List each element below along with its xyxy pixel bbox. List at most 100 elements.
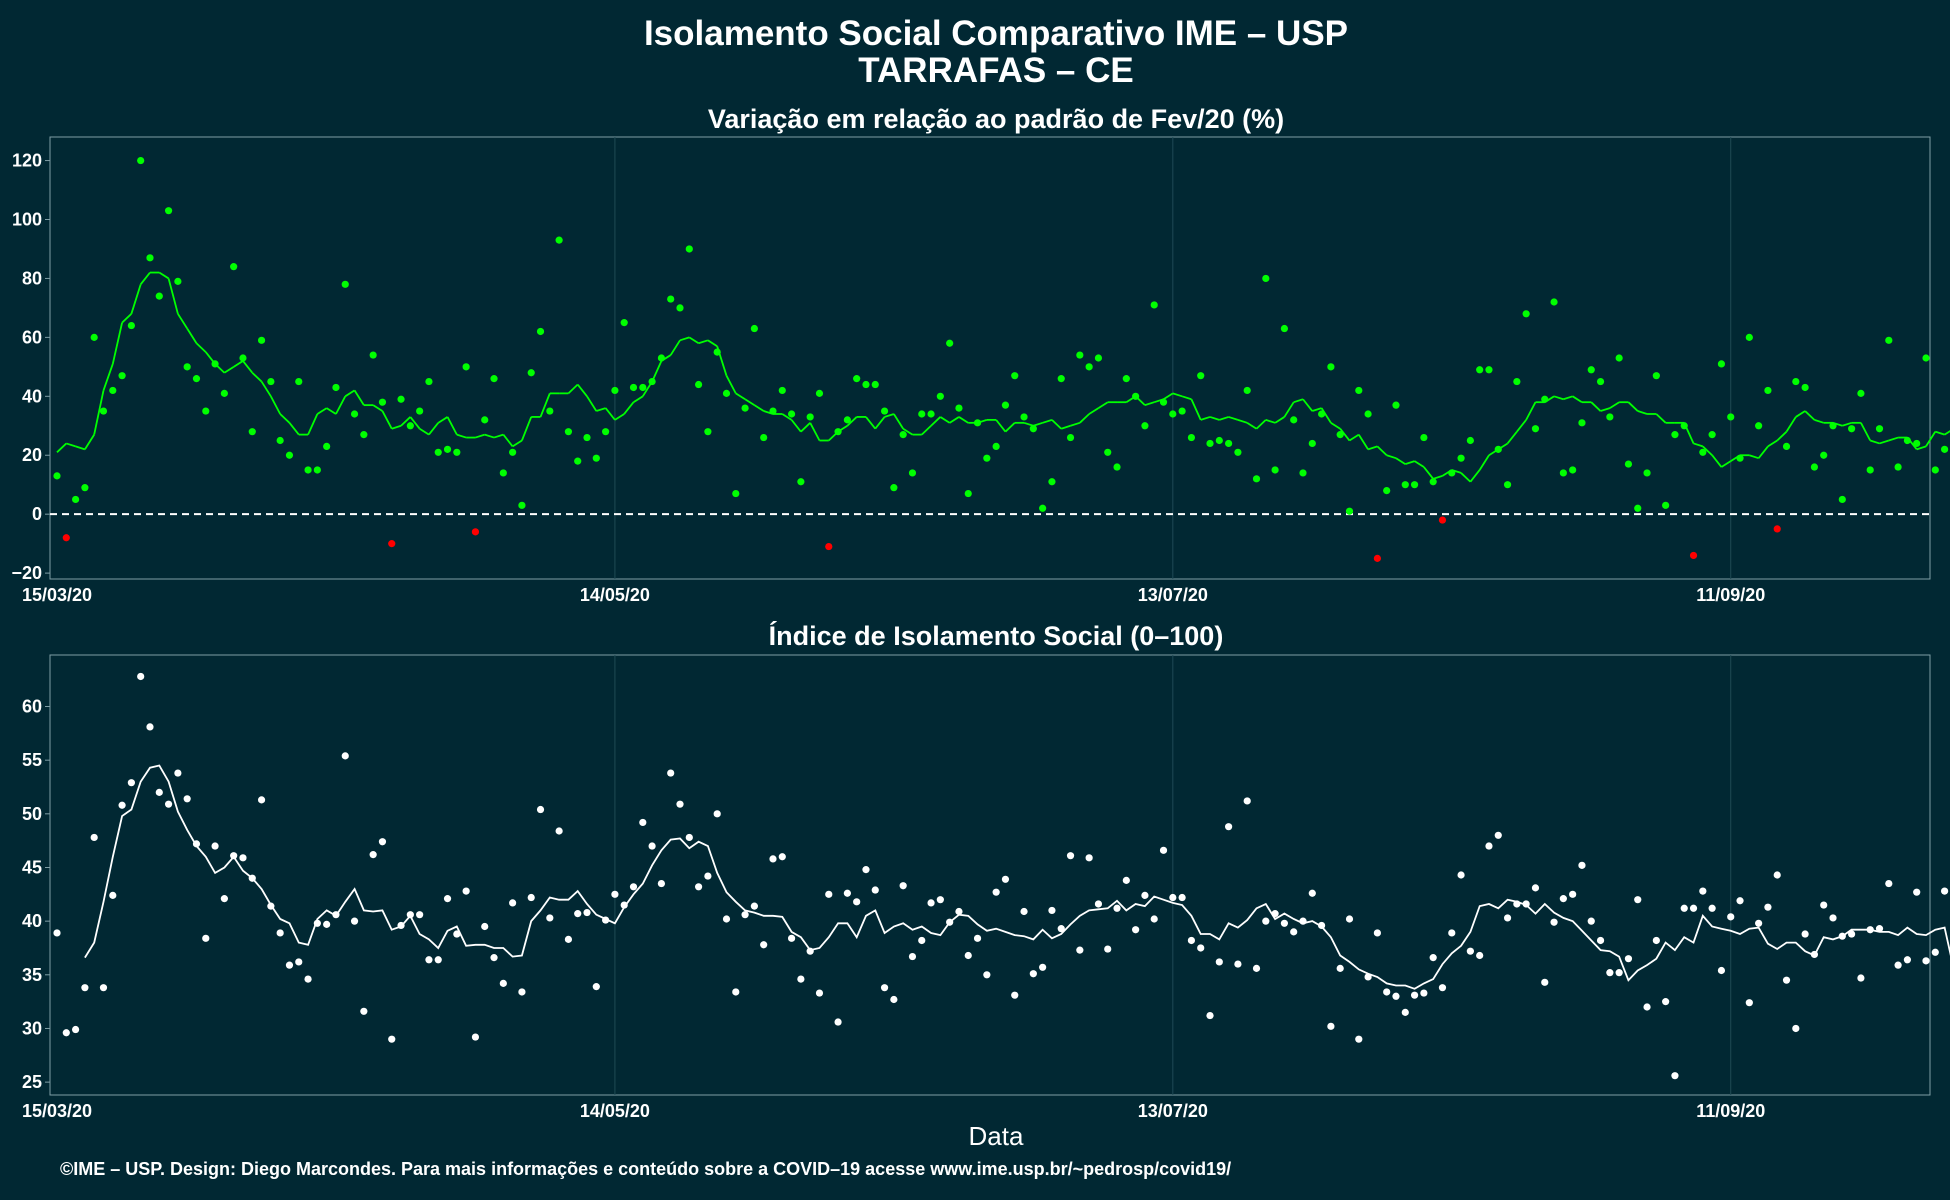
data-point (797, 975, 805, 983)
data-point (1606, 969, 1614, 977)
data-point (323, 920, 331, 928)
moving-average-segment (1190, 398, 1202, 421)
data-point (964, 951, 972, 960)
data-point (174, 277, 182, 285)
data-point (1057, 925, 1065, 933)
data-point (1039, 963, 1047, 971)
data-point (1541, 395, 1549, 403)
data-point (313, 919, 321, 927)
moving-average-segment (456, 433, 467, 439)
data-point (741, 404, 749, 412)
data-point (1290, 928, 1298, 936)
data-point (406, 422, 414, 430)
moving-average-segment (586, 395, 598, 412)
moving-average-segment (353, 389, 365, 406)
data-point (1178, 893, 1186, 902)
data-point (1764, 386, 1772, 395)
data-point (1820, 451, 1828, 459)
x-tick-label: 13/07/20 (1138, 585, 1208, 605)
data-point (378, 398, 387, 406)
data-point (341, 280, 349, 288)
data-point (1187, 936, 1196, 945)
data-point (1885, 879, 1893, 888)
data-point (285, 961, 294, 969)
moving-average-segment (1860, 422, 1872, 441)
moving-average-segment (1627, 401, 1639, 412)
moving-average-segment (493, 433, 504, 439)
moving-average-segment (623, 401, 635, 415)
data-point (527, 893, 535, 902)
data-point (518, 988, 526, 996)
data-point (1048, 906, 1056, 915)
data-point (527, 369, 535, 377)
data-point (657, 879, 666, 888)
data-point (137, 672, 145, 681)
moving-average-segment (1609, 401, 1620, 409)
data-point (1764, 903, 1772, 911)
data-point (1066, 433, 1075, 442)
data-point (1745, 333, 1753, 341)
data-point (1094, 900, 1103, 908)
moving-average-segment (121, 313, 133, 324)
data-point (1773, 525, 1781, 533)
data-point (1262, 274, 1270, 283)
data-point (1420, 989, 1428, 997)
moving-average-segment (1358, 434, 1369, 450)
moving-average-segment (1916, 445, 1927, 451)
moving-average-segment (326, 407, 337, 415)
data-point (406, 911, 414, 919)
data-point (425, 377, 433, 386)
y-tick-label: 30 (22, 1018, 42, 1038)
data-point (1559, 469, 1567, 477)
data-point (276, 436, 284, 445)
data-point (1494, 445, 1502, 453)
data-point (1699, 887, 1707, 895)
data-point (704, 872, 712, 880)
data-point (611, 890, 619, 898)
data-point (1364, 973, 1372, 981)
data-point (732, 988, 740, 996)
data-point (555, 827, 563, 835)
data-point (899, 431, 907, 439)
data-point (536, 805, 545, 814)
y-tick-label: 50 (22, 804, 42, 824)
data-point (1448, 929, 1456, 937)
moving-average-segment (1553, 395, 1564, 401)
moving-average-segment (1600, 407, 1611, 412)
moving-average-segment (1367, 445, 1378, 451)
data-point (1336, 964, 1344, 972)
data-point (285, 451, 294, 459)
data-point (555, 236, 563, 244)
data-point (973, 419, 982, 427)
moving-average-segment (66, 442, 76, 448)
data-point (992, 442, 1000, 450)
moving-average-segment (1590, 401, 1602, 412)
moving-average-segment (1339, 428, 1351, 442)
data-point (1457, 871, 1465, 879)
moving-average-segment (698, 339, 709, 345)
y-tick-label: 20 (22, 445, 42, 465)
moving-average-segment (1693, 442, 1704, 448)
moving-average-segment (1804, 410, 1816, 421)
data-point (332, 911, 340, 919)
data-point (676, 800, 684, 808)
data-point (825, 890, 833, 898)
x-tick-label: 15/03/20 (22, 1101, 92, 1121)
data-point (815, 989, 824, 997)
data-point (1448, 469, 1456, 477)
moving-average-segment (111, 322, 123, 365)
data-point (1773, 871, 1781, 879)
data-point (1550, 918, 1558, 926)
data-point (1150, 915, 1158, 923)
moving-average-segment (1181, 395, 1192, 401)
moving-average-segment (1944, 430, 1950, 436)
data-point (685, 245, 693, 253)
moving-average-segment (1302, 398, 1314, 412)
moving-average-segment (307, 413, 319, 435)
data-point (1931, 948, 1939, 956)
data-point (1624, 955, 1633, 963)
data-point (1141, 891, 1149, 899)
data-point (1420, 433, 1428, 442)
moving-average-segment (688, 336, 700, 345)
data-point (1671, 431, 1679, 439)
